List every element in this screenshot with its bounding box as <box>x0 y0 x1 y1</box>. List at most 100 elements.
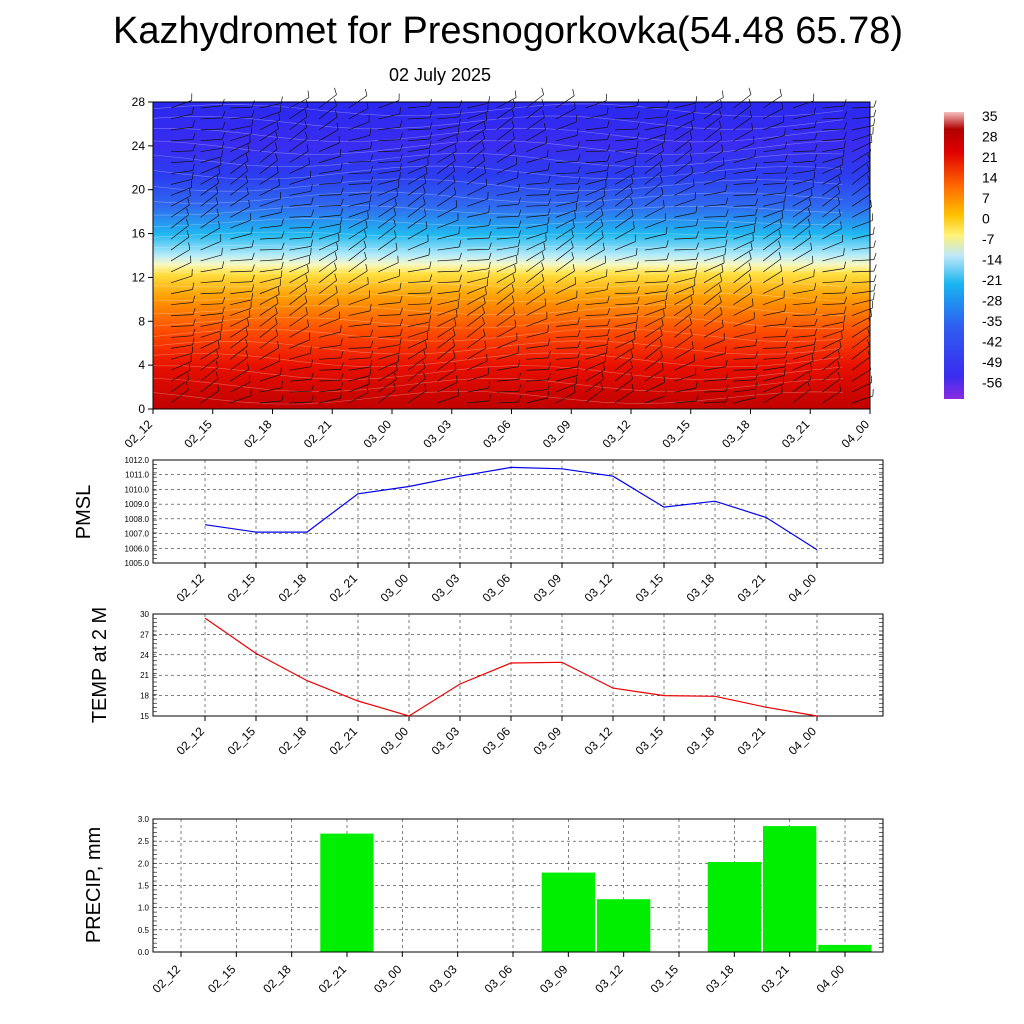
wind-barb-feather <box>547 351 551 359</box>
wind-barb <box>407 303 430 306</box>
wind-barb <box>585 361 606 371</box>
wind-barb-feather <box>778 230 782 237</box>
wind-barb-feather <box>606 345 608 354</box>
wind-barb-feather <box>394 230 397 238</box>
wind-barb <box>674 387 697 393</box>
wind-barb-feather <box>873 292 875 300</box>
wind-barb <box>822 117 845 120</box>
wind-barb <box>319 214 341 218</box>
wind-barb-feather <box>275 306 278 314</box>
wind-barb-feather <box>428 149 431 157</box>
wind-barb <box>200 147 223 153</box>
wind-barb-feather <box>577 329 581 337</box>
wind-barb-feather <box>659 164 663 172</box>
pmsl-x-tick-label: 02_12 <box>174 571 208 605</box>
wind-barb <box>200 192 219 207</box>
wind-barb-feather <box>425 221 428 229</box>
wind-barb <box>259 148 278 163</box>
wind-barb <box>496 245 519 251</box>
wind-barb-feather <box>602 242 605 250</box>
wind-barb <box>674 138 693 152</box>
wind-barb <box>822 215 841 229</box>
wind-barb <box>289 379 312 382</box>
wind-barb <box>466 312 485 327</box>
wind-barb <box>615 321 637 327</box>
wind-barb <box>674 312 693 327</box>
wind-barb-feather <box>784 304 787 312</box>
wind-barb <box>318 280 337 295</box>
wind-barb <box>496 301 515 316</box>
wind-barb-feather <box>458 118 461 126</box>
wind-barb-feather <box>429 306 432 314</box>
wind-barb-feather <box>634 331 636 339</box>
wind-barb <box>170 361 192 371</box>
wind-barb-feather <box>429 274 433 282</box>
temp-line <box>204 617 818 717</box>
wind-barb-feather <box>340 325 342 333</box>
precip-x-tick-label: 03_03 <box>426 962 460 996</box>
wind-barb-feather <box>665 292 668 300</box>
wind-barb-feather <box>512 132 515 139</box>
wind-barb <box>733 94 752 109</box>
wind-barb <box>851 141 873 153</box>
wind-barb <box>289 236 312 240</box>
wind-barb-feather <box>281 261 284 269</box>
temp-x-tick-label: 03_03 <box>429 724 463 758</box>
wind-barb <box>170 225 189 240</box>
wind-barb <box>585 178 607 185</box>
wind-barb <box>437 170 456 185</box>
heatmap-y-tick-label: 4 <box>138 358 145 372</box>
wind-barb-feather <box>423 350 427 358</box>
wind-barb-feather <box>340 175 344 183</box>
wind-barb <box>170 249 190 262</box>
wind-barb-feather <box>689 153 693 161</box>
wind-barb-feather <box>340 373 344 381</box>
wind-barb <box>170 379 190 393</box>
wind-barb <box>526 249 546 262</box>
wind-barb-feather <box>518 220 522 228</box>
heatmap-x-tick-label: 02_12 <box>122 417 156 451</box>
wind-barb <box>585 275 607 284</box>
wind-barb <box>378 262 399 273</box>
wind-barb <box>703 127 722 142</box>
wind-barb-feather <box>399 295 403 303</box>
wind-barb <box>170 170 193 174</box>
wind-barb <box>348 366 371 371</box>
wind-barb-feather <box>577 340 581 348</box>
wind-barb <box>674 259 697 262</box>
wind-barb <box>466 347 487 360</box>
wind-barb <box>585 369 605 382</box>
wind-barb <box>348 121 370 131</box>
temp-x-ticks: 02_12 02_15 02_18 02_21 03_00 03_03 03_06 03_09… <box>174 716 819 758</box>
wind-barb-feather <box>215 196 219 204</box>
wind-barb-feather <box>544 122 546 130</box>
wind-barb <box>348 297 370 305</box>
wind-barb-feather <box>485 287 487 295</box>
pmsl-y-tick-label: 1007.0 <box>125 530 150 539</box>
wind-barb <box>466 138 485 152</box>
wind-barb <box>496 313 515 327</box>
wind-barb <box>674 285 695 295</box>
wind-barb-feather <box>311 209 315 217</box>
wind-barb-feather <box>276 122 279 130</box>
wind-barb <box>733 269 752 284</box>
wind-barb <box>230 381 251 393</box>
wind-barb-feather <box>577 317 580 325</box>
wind-barb <box>822 128 845 131</box>
wind-barb <box>289 215 312 218</box>
wind-barb-feather <box>369 194 372 202</box>
heatmap-x-tick-label: 03_06 <box>480 417 514 451</box>
wind-barb-feather <box>399 107 402 115</box>
wind-barb <box>437 307 459 316</box>
wind-barb <box>733 280 752 295</box>
wind-barb-feather <box>666 252 670 260</box>
wind-barb-feather <box>754 216 757 224</box>
wind-barb-feather <box>304 120 308 128</box>
wind-barb <box>644 125 667 131</box>
wind-barb-feather <box>844 111 847 119</box>
wind-barb-feather <box>454 144 457 152</box>
wind-barb <box>614 215 634 229</box>
wind-barb-feather <box>274 317 278 325</box>
wind-barb-feather <box>695 218 699 226</box>
precip-frame <box>152 818 884 953</box>
